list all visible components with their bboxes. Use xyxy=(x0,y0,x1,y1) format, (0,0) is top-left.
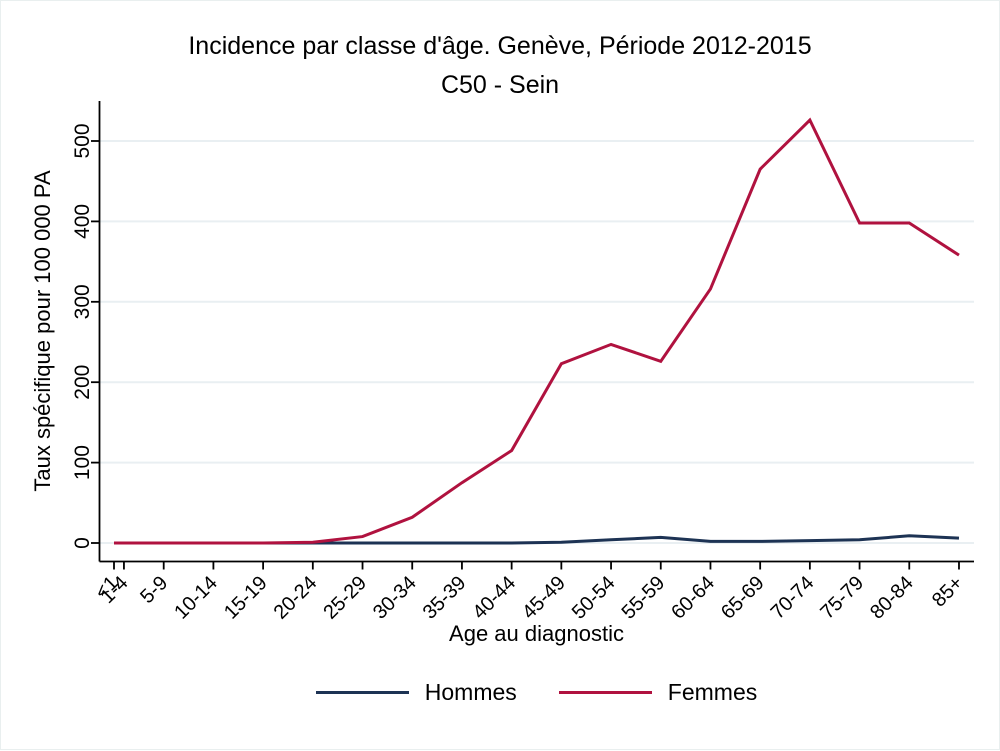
x-tick-label: 30-34 xyxy=(369,572,421,624)
legend-label-femmes: Femmes xyxy=(667,679,758,705)
x-tick-label: 50-54 xyxy=(568,572,620,624)
x-tick-label: 85+ xyxy=(928,572,968,612)
x-tick-label: 5-9 xyxy=(136,572,172,608)
y-tick-label: 100 xyxy=(71,445,94,480)
x-tick-label: 25-29 xyxy=(319,572,371,624)
x-tick-label: 70-74 xyxy=(767,572,819,624)
y-tick-label: 500 xyxy=(71,123,94,158)
y-tick-label: 300 xyxy=(71,284,94,319)
series-line-femmes xyxy=(114,117,960,545)
chart-title: Incidence par classe d'âge. Genève, Péri… xyxy=(188,32,812,60)
hommes-line-swatch xyxy=(315,690,409,694)
legend-label-hommes: Hommes xyxy=(424,679,517,705)
x-axis-title: Age au diagnostic xyxy=(449,621,624,646)
x-tick-label: 15-19 xyxy=(220,572,272,624)
x-tick-label: 80-84 xyxy=(866,572,918,624)
x-tick-label: 45-49 xyxy=(518,572,570,624)
legend: Hommes Femmes xyxy=(99,678,974,706)
x-tick-label: 55-59 xyxy=(618,572,670,624)
x-tick-label: 20-24 xyxy=(270,572,322,624)
y-tick-label: 200 xyxy=(71,365,94,400)
femmes-line-swatch xyxy=(558,690,652,694)
y-tick-label: 0 xyxy=(71,537,94,549)
legend-item-hommes: Hommes xyxy=(315,678,517,706)
x-tick-label: 65-69 xyxy=(717,572,769,624)
legend-item-femmes: Femmes xyxy=(558,678,758,706)
x-tick-label: 75-79 xyxy=(816,572,868,624)
x-tick-label: 35-39 xyxy=(419,572,471,624)
x-tick-label: 10-14 xyxy=(170,572,222,624)
x-tick-label: 60-64 xyxy=(667,572,719,624)
y-tick-label: 400 xyxy=(71,204,94,239)
chart-subtitle: C50 - Sein xyxy=(440,71,560,99)
x-tick-label: 40-44 xyxy=(468,572,520,624)
